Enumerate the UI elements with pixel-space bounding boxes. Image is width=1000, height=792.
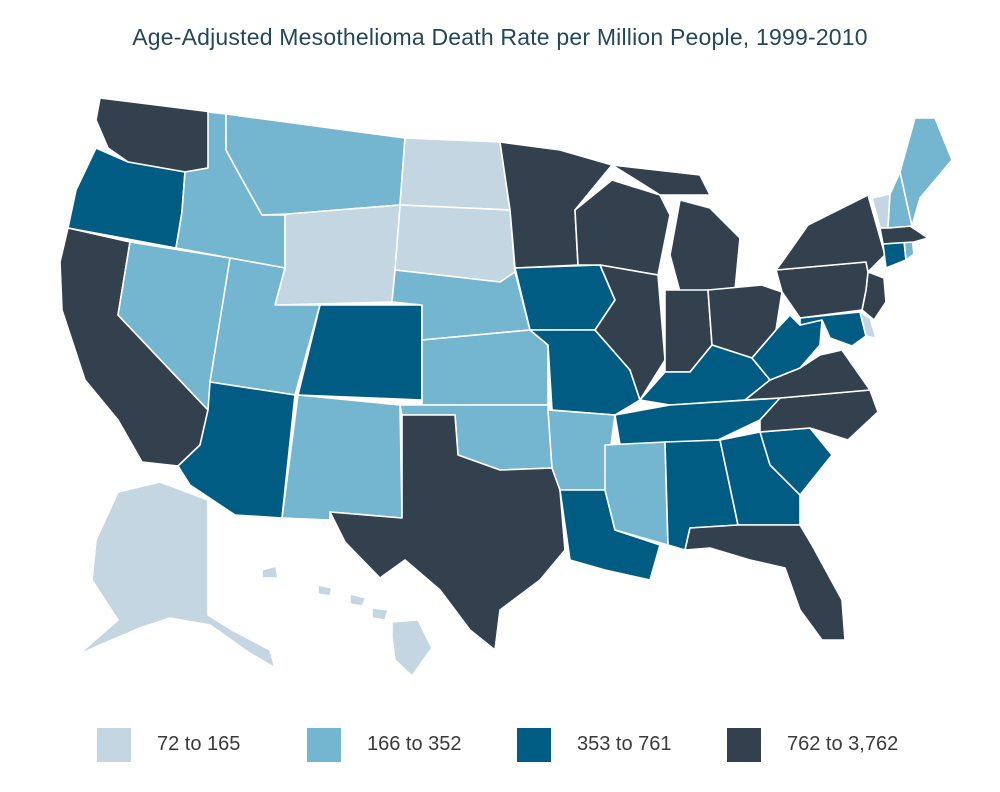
state-fl (684, 524, 846, 641)
us-choropleth-map (59, 97, 953, 677)
legend-swatch-1 (97, 728, 131, 762)
state-ms (604, 441, 669, 546)
legend-label-1: 72 to 165 (157, 733, 241, 755)
state-nm (281, 394, 403, 521)
legend-label-4: 762 to 3,762 (787, 733, 899, 755)
legend-swatch-2 (307, 728, 341, 762)
state-me (899, 117, 953, 227)
state-wy (274, 204, 401, 306)
map-title: Age-Adjusted Mesothelioma Death Rate per… (132, 24, 868, 50)
state-ny (775, 194, 886, 273)
state-ia (514, 264, 616, 331)
state-de (859, 311, 877, 339)
state-az (177, 381, 296, 519)
state-nd (399, 137, 511, 211)
state-sd (394, 204, 516, 283)
legend-label-2: 166 to 352 (367, 733, 462, 755)
state-il (594, 264, 666, 401)
legend-label-3: 353 to 761 (577, 733, 672, 755)
state-ks (421, 329, 549, 406)
state-hi (261, 565, 433, 677)
legend-swatch-3 (517, 728, 551, 762)
state-ak (77, 481, 276, 669)
state-tx (329, 414, 566, 651)
state-wi (574, 179, 671, 276)
state-co (297, 304, 423, 401)
state-mt (225, 113, 406, 216)
legend-swatch-4 (727, 728, 761, 762)
legend: 72 to 165 166 to 352 353 to 761 762 to 3… (0, 722, 1000, 770)
state-pa (775, 261, 869, 319)
